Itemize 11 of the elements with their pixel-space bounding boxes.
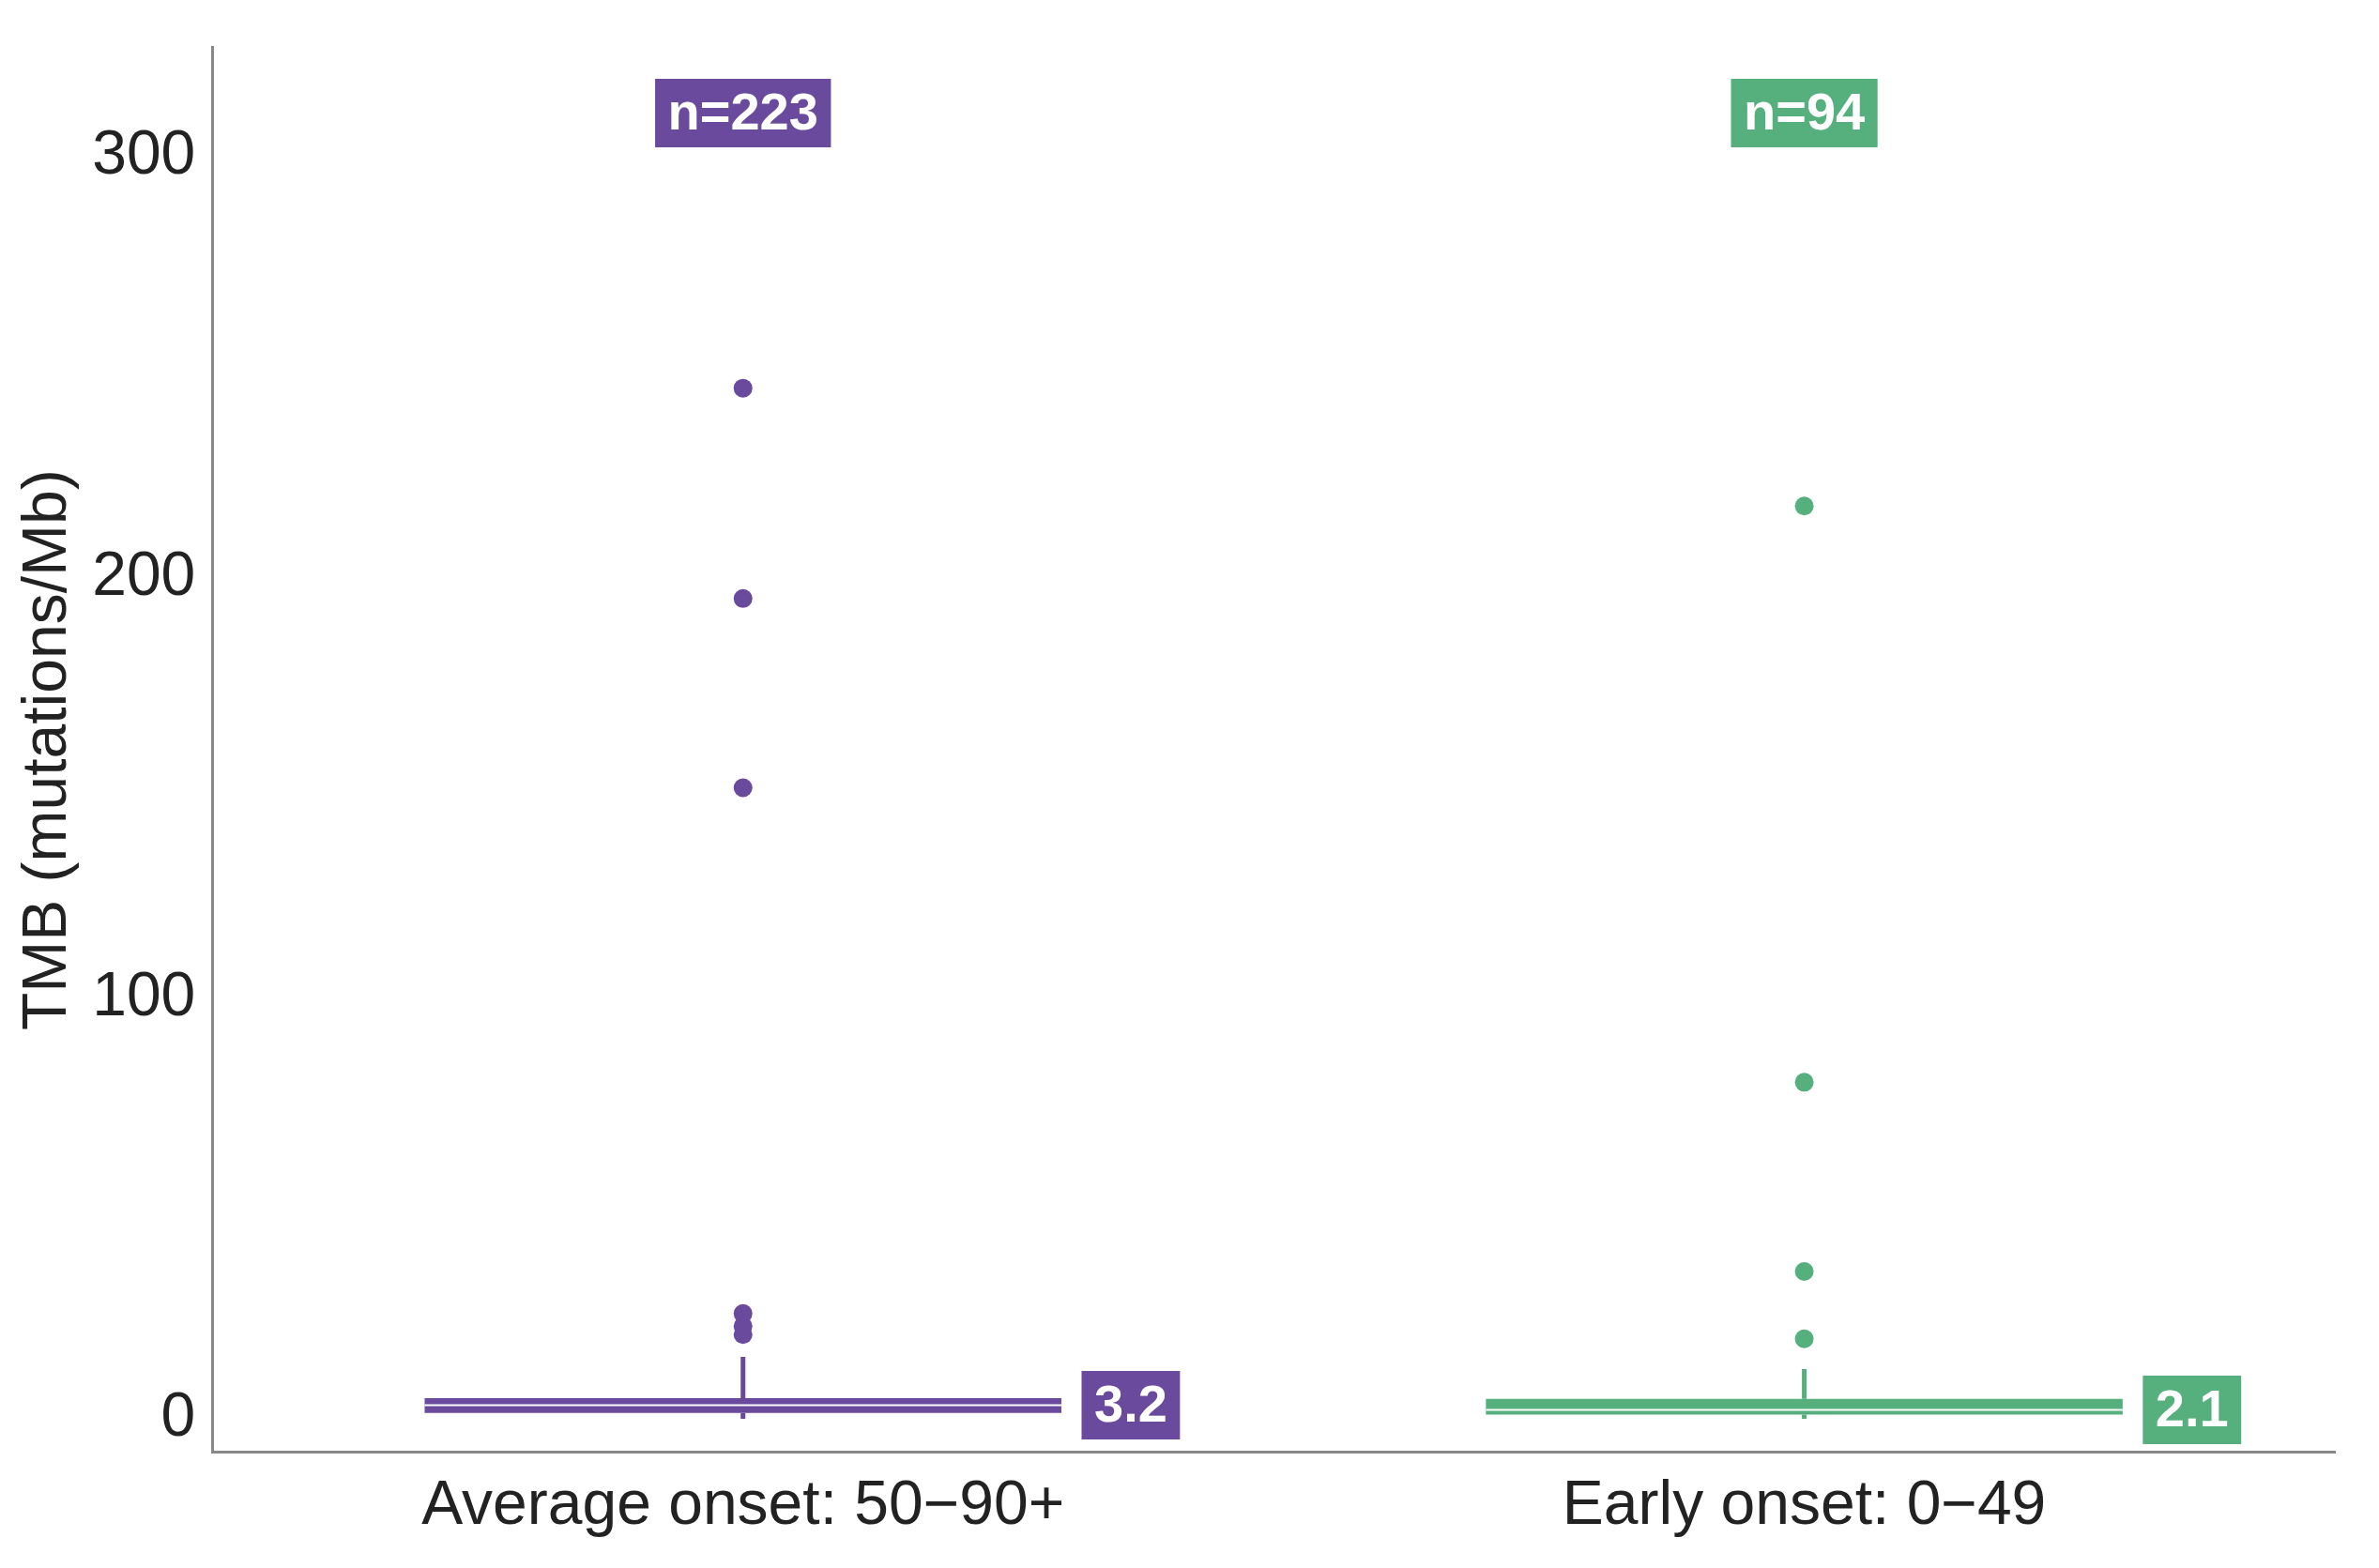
annotation: n=94 bbox=[1743, 82, 1866, 142]
x-tick-label: Early onset: 0−49 bbox=[1562, 1467, 2047, 1537]
y-tick-label: 300 bbox=[92, 117, 196, 188]
y-tick-label: 200 bbox=[92, 538, 196, 608]
y-tick-label: 100 bbox=[92, 958, 196, 1028]
annotation: 2.1 bbox=[2155, 1378, 2229, 1438]
y-tick-label: 0 bbox=[160, 1379, 196, 1450]
annotation: 3.2 bbox=[1093, 1374, 1167, 1434]
y-axis-title: TMB (mutations/Mb) bbox=[8, 469, 79, 1031]
x-tick-label: Average onset: 50−90+ bbox=[421, 1467, 1065, 1537]
annotation: n=223 bbox=[667, 82, 818, 142]
